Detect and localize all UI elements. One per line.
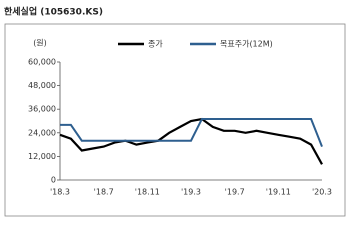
series-line: [59, 117, 323, 165]
frame: [4, 23, 346, 217]
y-tick-label: 36,000: [28, 105, 56, 114]
page: {"chart_data": {"type": "line", "title":…: [4, 5, 346, 217]
y-tick-label: 24,000: [28, 128, 56, 137]
y-tick-label: 0: [51, 176, 56, 185]
y-tick-label: 60,000: [28, 58, 56, 67]
x-tick-label: '19.3: [181, 188, 201, 197]
x-tick-label: '18.3: [50, 188, 70, 197]
x-tick-label: '19.11: [266, 188, 291, 197]
x-tick-label: '18.7: [94, 188, 114, 197]
x-tick-label: '19.7: [225, 188, 245, 197]
series-line: [60, 118, 323, 147]
chart-title: 한세실업 (105630.KS): [4, 6, 103, 18]
legend-label: 종가: [148, 40, 163, 49]
y-tick-label: 48,000: [28, 81, 56, 90]
x-tick-label: '20.3: [312, 188, 332, 197]
legend-label: 목표주가(12M): [220, 40, 273, 49]
y-axis-label: (원): [33, 39, 47, 48]
chart: 한세실업 (105630.KS) (원) 0 12,000 24,000 36,000…: [4, 6, 346, 217]
y-tick-label: 12,000: [28, 152, 56, 161]
x-tick-label: '18.11: [135, 188, 160, 197]
